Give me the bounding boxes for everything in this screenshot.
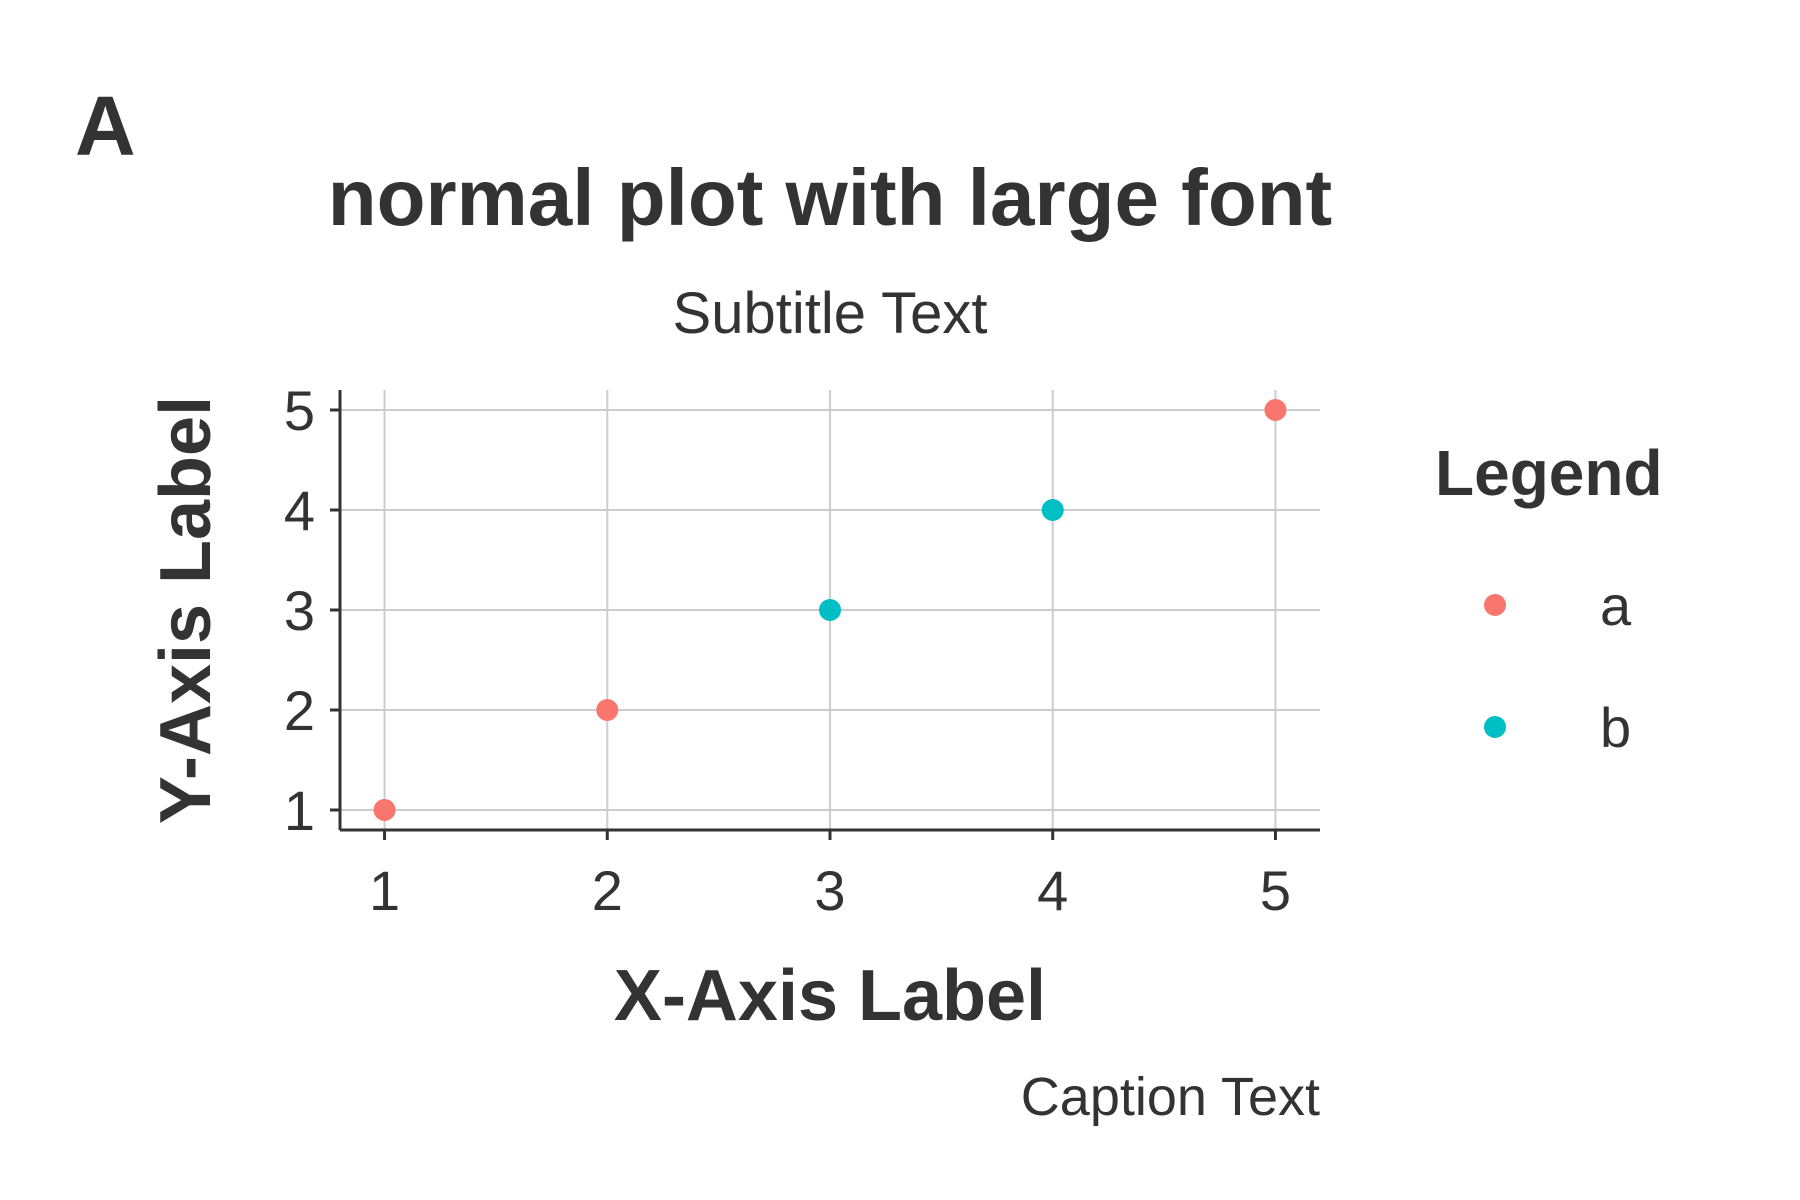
- panel-tag: A: [75, 79, 136, 173]
- grid-layer: [340, 390, 1320, 830]
- y-tick-label: 3: [284, 579, 315, 642]
- data-point-b: [819, 599, 841, 621]
- legend: Legend ab: [1435, 437, 1663, 759]
- x-tick-label: 4: [1037, 859, 1068, 922]
- y-tick-label: 1: [284, 779, 315, 842]
- data-point-b: [1041, 499, 1064, 521]
- x-tick-label: 5: [1260, 859, 1291, 922]
- data-point-a: [373, 799, 396, 821]
- data-point-a: [1264, 399, 1287, 421]
- legend-key-a: [1484, 594, 1506, 616]
- chart-caption: Caption Text: [1021, 1067, 1320, 1127]
- chart-title: normal plot with large font: [328, 153, 1332, 242]
- y-tick-label: 2: [284, 679, 315, 742]
- y-axis-title: Y-Axis Label: [146, 396, 226, 824]
- legend-key-b: [1484, 716, 1506, 738]
- legend-label-b: b: [1600, 696, 1631, 759]
- x-tick-label: 1: [369, 859, 400, 922]
- ticks-layer: 1 2 3 4 5 1 2 3 4 5: [284, 379, 1291, 922]
- data-point-a: [596, 699, 619, 721]
- x-tick-label: 3: [814, 859, 845, 922]
- points-layer: [373, 399, 1287, 821]
- y-tick-label: 4: [284, 479, 315, 542]
- y-tick-label: 5: [284, 379, 315, 442]
- x-tick-label: 2: [592, 859, 623, 922]
- legend-label-a: a: [1600, 574, 1632, 637]
- legend-title: Legend: [1435, 437, 1663, 509]
- x-axis-title: X-Axis Label: [614, 956, 1046, 1036]
- chart-subtitle: Subtitle Text: [673, 281, 988, 346]
